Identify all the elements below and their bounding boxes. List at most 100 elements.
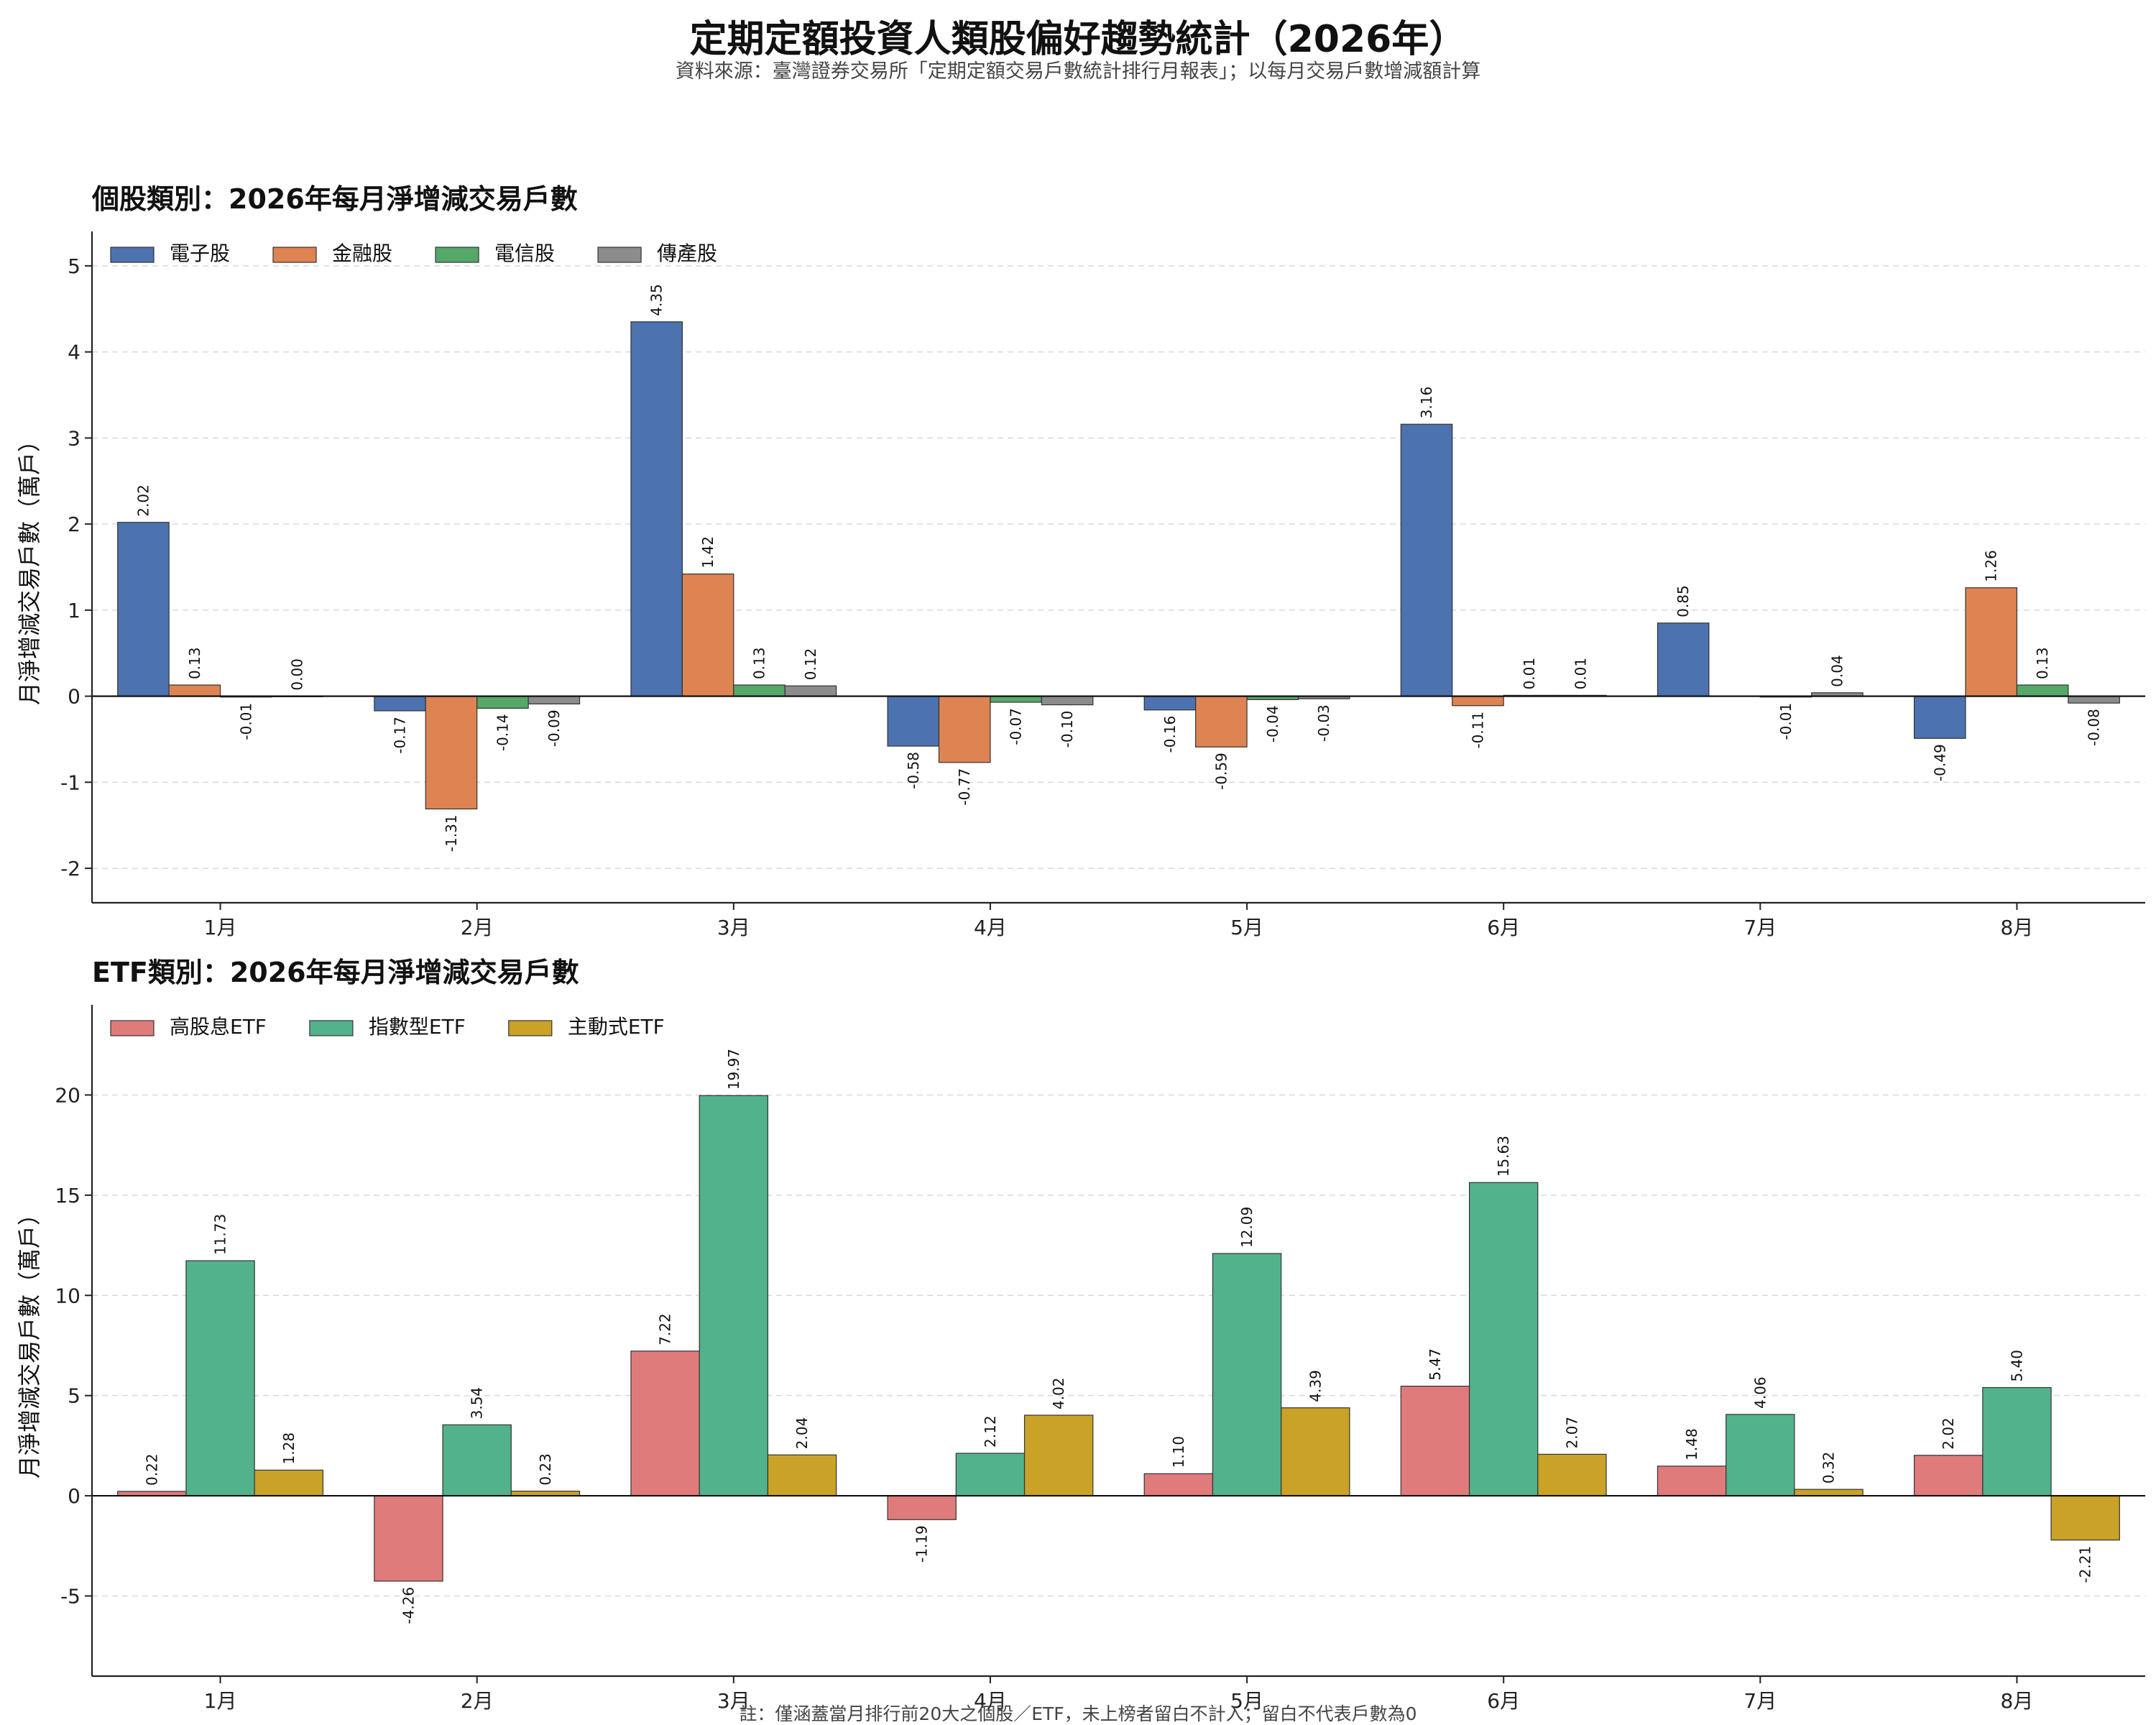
- bar-value-label: 0.12: [802, 648, 819, 681]
- bar-高股息ETF-6月: [1400, 1385, 1470, 1496]
- y-tick-label: 15: [55, 1184, 80, 1208]
- bar-value-label: 0.22: [143, 1453, 160, 1486]
- bar-傳產股-8月: [2068, 696, 2120, 704]
- bar-高股息ETF-5月: [1143, 1473, 1214, 1496]
- subtitle: 資料來源：臺灣證券交易所「定期定額交易戶數統計排行月報表」；以每月交易戶數增減額…: [676, 60, 1481, 83]
- x-tick-label: 4月: [974, 1689, 1007, 1713]
- bar-value-label: -4.26: [400, 1587, 417, 1624]
- bar-高股息ETF-8月: [1913, 1455, 1984, 1496]
- bar-value-label: 5.47: [1427, 1348, 1444, 1381]
- bar-電子股-7月: [1657, 622, 1710, 697]
- bar-value-label: 2.02: [1940, 1417, 1957, 1450]
- footnote: 註：僅涵蓋當月排行前20大之個股／ETF，未上榜者留白不計入；留白不代表戶數為0: [739, 1703, 1416, 1724]
- bar-value-label: -0.09: [545, 709, 563, 747]
- y-tick-label: 0: [68, 685, 80, 709]
- bar-value-label: 2.12: [982, 1415, 999, 1448]
- bar-value-label: 3.16: [1418, 387, 1435, 419]
- bar-傳產股-2月: [528, 696, 581, 704]
- bar-value-label: 0.01: [1521, 658, 1538, 690]
- bar-value-label: 0.00: [289, 658, 306, 691]
- bar-高股息ETF-3月: [630, 1351, 700, 1496]
- legend-swatch: [508, 1020, 553, 1036]
- bar-金融股-2月: [425, 696, 478, 810]
- bar-金融股-8月: [1965, 587, 2018, 697]
- legend-swatch: [110, 1020, 155, 1036]
- bar-傳產股-3月: [784, 685, 837, 697]
- panel-title: 個股類別：2026年每月淨增減交易戶數: [91, 183, 578, 215]
- bar-value-label: 2.02: [134, 484, 152, 517]
- bar-主動式ETF-5月: [1281, 1407, 1350, 1496]
- bar-value-label: -0.49: [1931, 744, 1948, 781]
- y-tick-label: 0: [68, 1484, 80, 1508]
- legend-swatch: [435, 247, 479, 263]
- x-tick-label: 4月: [974, 916, 1007, 939]
- bar-value-label: -0.77: [956, 768, 973, 806]
- y-tick-label: -5: [60, 1584, 80, 1608]
- bar-金融股-3月: [681, 573, 734, 697]
- bar-主動式ETF-6月: [1537, 1453, 1607, 1496]
- bar-金融股-5月: [1195, 696, 1248, 748]
- bar-value-label: -0.58: [905, 752, 922, 789]
- bar-指數型ETF-7月: [1726, 1414, 1795, 1496]
- bar-value-label: 15.63: [1495, 1136, 1512, 1177]
- x-tick-label: 2月: [461, 916, 494, 939]
- bar-value-label: 0.13: [2034, 648, 2051, 680]
- legend-label: 高股息ETF: [170, 1015, 267, 1039]
- legend-swatch: [309, 1020, 354, 1036]
- bar-高股息ETF-2月: [374, 1495, 443, 1582]
- bar-value-label: 12.09: [1238, 1207, 1256, 1248]
- bar-指數型ETF-6月: [1468, 1182, 1539, 1496]
- legend-label: 指數型ETF: [369, 1015, 466, 1039]
- x-tick-label: 6月: [1487, 1689, 1520, 1713]
- bar-value-label: 0.01: [1572, 658, 1589, 690]
- bar-高股息ETF-7月: [1657, 1466, 1727, 1496]
- x-tick-label: 1月: [204, 916, 237, 939]
- main-title: 定期定額投資人類股偏好趨勢統計（2026年）: [690, 18, 1467, 61]
- bar-value-label: -1.31: [443, 814, 460, 852]
- y-tick-label: 4: [68, 341, 80, 364]
- bar-value-label: 1.42: [699, 536, 717, 569]
- y-axis-label: 月淨增減交易戶數（萬戶）: [16, 429, 43, 705]
- bar-主動式ETF-3月: [767, 1454, 837, 1496]
- bar-value-label: -0.08: [2086, 709, 2103, 746]
- x-tick-label: 1月: [204, 1689, 237, 1713]
- y-tick-label: -2: [60, 857, 80, 880]
- panel-stocks: 個股類別：2026年每月淨增減交易戶數 -2 -1 0 1 2 3 4 5 月淨增減交易戶數（萬戶…: [16, 183, 2145, 939]
- bar-value-label: 1.26: [1983, 550, 2000, 582]
- bar-value-label: -0.04: [1264, 705, 1281, 742]
- bar-value-label: -2.21: [2077, 1546, 2094, 1583]
- panel-title: ETF類別：2026年每月淨增減交易戶數: [92, 957, 579, 988]
- x-tick-label: 8月: [2001, 1689, 2034, 1713]
- x-tick-label: 7月: [1743, 1689, 1777, 1713]
- bar-高股息ETF-4月: [887, 1495, 957, 1520]
- y-axis-label: 月淨增減交易戶數（萬戶）: [16, 1202, 43, 1478]
- bar-電信股-4月: [990, 696, 1042, 703]
- bar-傳產股-4月: [1041, 696, 1094, 706]
- y-tick-label: 10: [55, 1284, 80, 1307]
- bar-value-label: -0.03: [1315, 704, 1332, 742]
- bar-value-label: -0.10: [1059, 711, 1076, 748]
- bar-指數型ETF-2月: [442, 1424, 512, 1496]
- bar-value-label: 1.28: [280, 1432, 298, 1465]
- bar-value-label: 2.04: [793, 1417, 811, 1450]
- bar-value-label: -0.14: [494, 714, 511, 751]
- bar-value-label: 0.32: [1820, 1452, 1838, 1484]
- bar-value-label: 2.07: [1563, 1417, 1580, 1449]
- bar-電子股-3月: [630, 321, 683, 697]
- bar-主動式ETF-4月: [1023, 1414, 1094, 1496]
- bar-電子股-8月: [1913, 696, 1966, 739]
- x-tick-label: 3月: [717, 1689, 750, 1713]
- bar-value-label: -0.11: [1469, 712, 1486, 749]
- legend-swatch: [597, 247, 642, 263]
- bar-value-label: 7.22: [657, 1313, 674, 1346]
- bar-電子股-5月: [1143, 696, 1197, 711]
- y-tick-label: 3: [68, 426, 80, 450]
- bar-value-label: 0.13: [186, 648, 203, 680]
- bar-value-label: 4.02: [1050, 1377, 1067, 1409]
- legend-label: 電信股: [494, 242, 555, 265]
- bar-金融股-1月: [168, 684, 221, 697]
- bar-value-label: 0.13: [751, 648, 768, 680]
- legend-label: 傳產股: [657, 242, 717, 265]
- bar-指數型ETF-4月: [955, 1453, 1026, 1496]
